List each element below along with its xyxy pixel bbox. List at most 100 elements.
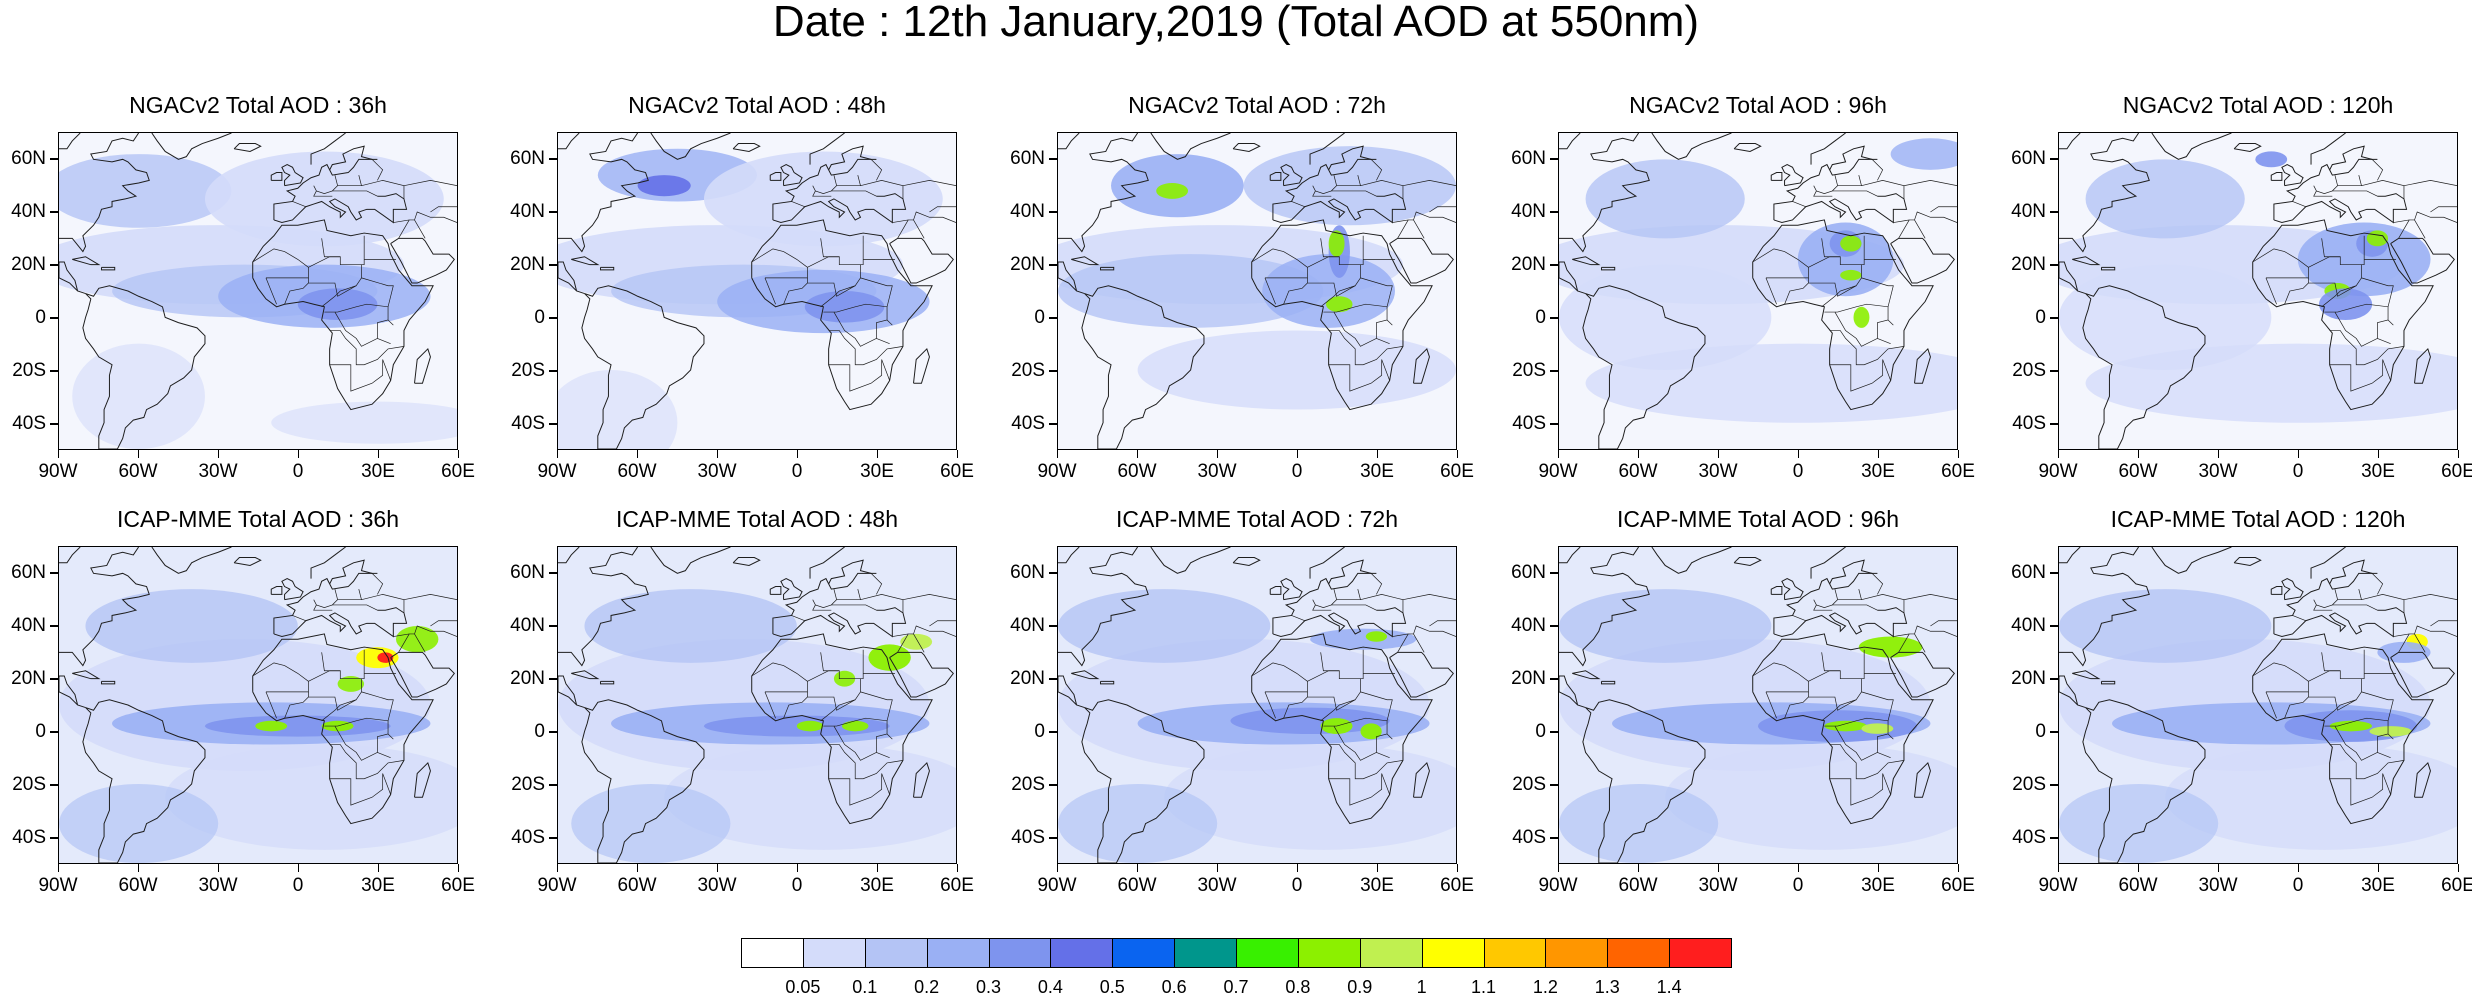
country-border [1291,201,1305,208]
lon-tick-label: 60E [441,461,475,482]
coastline [1328,559,1372,585]
lat-tick-label: 20S [511,359,545,381]
lon-tick [1637,450,1639,458]
lat-tick [1049,158,1057,160]
lat-tick-label: 60N [1010,147,1045,169]
map-panel [1057,132,1457,450]
coastline [1251,633,1433,825]
country-border [1312,589,1337,608]
lat-tick-label: 0 [35,720,46,742]
coastline [1559,675,1586,709]
lon-tick [1216,864,1218,872]
lon-tick-label: 60W [118,461,158,482]
lat-tick [549,784,557,786]
country-border [2313,175,2338,194]
country-border [1370,159,1383,181]
lat-tick-label: 20N [1010,667,1045,689]
lat-tick [1550,625,1558,627]
colorbar-label: 1.3 [1594,977,1620,997]
panel-title: ICAP-MME Total AOD : 36h [116,506,400,532]
aod-field [2059,133,2457,449]
lat-tick-label: 40S [1011,826,1045,848]
country-border [1813,175,1838,194]
country-border [1376,752,1390,758]
country-border [1834,720,1889,761]
country-border [2321,285,2357,308]
lat-tick [1049,264,1057,266]
colorbar-box [1174,938,1237,968]
coastline [1058,675,1085,709]
lat-tick [1550,370,1558,372]
lon-tick [556,864,558,872]
country-border [2398,219,2410,239]
coastline [772,158,877,220]
aod-plume [1262,254,1396,328]
coastline [2310,547,2346,579]
coastline [390,651,455,698]
country-border [321,238,341,258]
country-border [321,699,357,722]
coastline [2273,193,2408,224]
lat-tick [549,625,557,627]
coastline [1280,578,1303,601]
panel-title: NGACv2 Total AOD : 48h [628,92,886,118]
country-border [823,691,893,727]
lat-tick [1049,211,1057,213]
lon-tick-label: 60E [940,875,974,896]
country-border [1861,235,1865,266]
country-border [1323,277,1393,313]
lat-tick [549,158,557,160]
panel-title: ICAP-MME Total AOD : 120h [2110,506,2406,532]
country-border [414,625,457,637]
lon-tick-label: 90W [1538,461,1578,482]
lon-tick-label: 30W [2198,875,2238,896]
lat-tick [2050,625,2058,627]
colorbar-label: 0.8 [1285,977,1311,997]
coastline [809,133,845,165]
country-border [812,589,837,608]
colorbar-box [926,938,990,968]
lat-tick [1049,837,1057,839]
country-border [812,190,832,197]
aod-plume [2318,288,2373,321]
coastline [1559,133,1650,253]
coastline [1829,559,1873,585]
coastline [809,547,845,579]
lat-tick [1049,625,1057,627]
country-border [2414,625,2457,637]
lat-tick-label: 40N [510,200,545,222]
country-border [1903,594,1957,601]
country-border [1821,238,1841,258]
country-border [1312,190,1332,197]
lon-tick [2137,864,2139,872]
country-border [2430,206,2457,213]
country-border [1829,359,1891,392]
aod-plume [1559,784,1719,863]
country-border [1320,699,1356,722]
lon-tick-label: 60E [2441,875,2472,896]
country-border [828,773,890,806]
country-border [2361,235,2365,266]
coastline [599,680,615,685]
coastline [1651,547,1732,574]
aod-field [1559,547,1957,863]
country-border [1834,306,1889,347]
country-border [1837,589,1862,601]
country-border [1877,338,1891,344]
aod-plume [2369,726,2412,737]
country-border [836,175,861,187]
aod-plume [2165,744,2457,850]
country-border [1861,594,1905,613]
lon-tick [716,864,718,872]
country-border [1821,652,1841,672]
coastline [1058,547,1080,564]
coastline [2059,133,2081,150]
coastline [1081,285,1205,449]
colorbar-label: 0.6 [1161,977,1187,997]
country-border [1821,699,1857,722]
lon-tick [2057,864,2059,872]
coastline [1058,261,1085,295]
coastline [2252,219,2434,411]
coastline [59,547,81,564]
aod-plume [1585,159,1745,239]
